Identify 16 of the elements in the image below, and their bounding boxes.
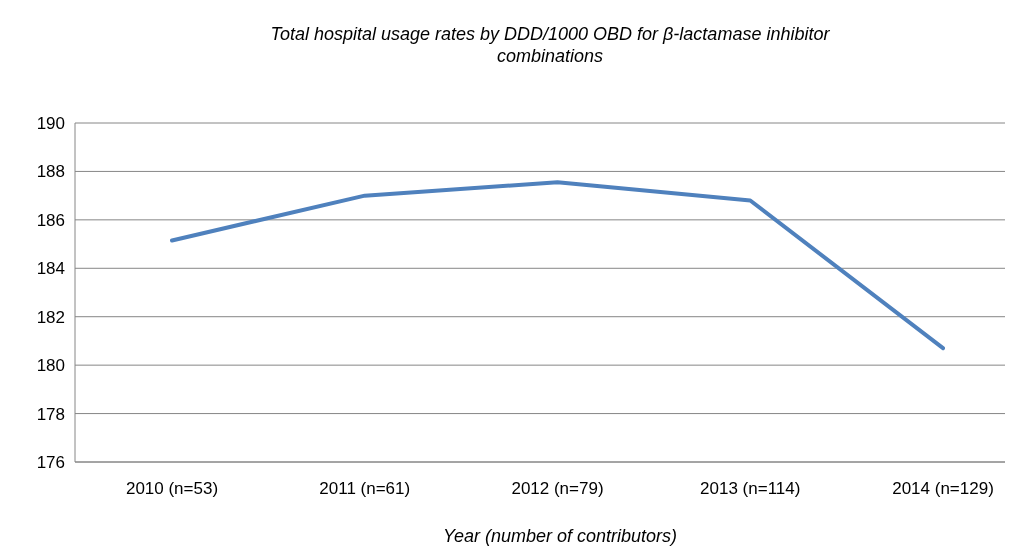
line-series [170,180,945,351]
y-tick-label: 180 [36,356,65,376]
chart-title: Total hospital usage rates by DDD/1000 OBD for β-lactamase inhibitor combinations [270,24,831,66]
x-tick-label: 2014 (n=129) [892,479,994,498]
y-tick-label: 184 [36,259,65,279]
x-tick-label: 2013 (n=114) [700,479,801,498]
y-tick-label: 182 [36,307,65,327]
x-tick-label: 2010 (n=53) [125,479,219,498]
y-tick-label: 176 [36,452,65,472]
y-tick-label: 186 [36,210,65,230]
y-tick-label: 178 [36,404,65,424]
x-axis-title: Year (number of contributors) [442,526,678,546]
y-tick-label: 188 [36,162,65,182]
y-tick-label: 190 [36,113,65,133]
x-tick-label: 2012 (n=79) [511,479,604,498]
x-tick-label: 2011 (n=61) [319,479,411,498]
